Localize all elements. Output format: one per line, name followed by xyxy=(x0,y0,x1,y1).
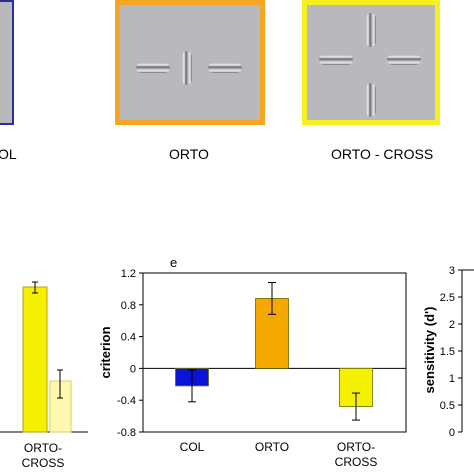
y-tick-label: -0.8 xyxy=(117,427,136,439)
y-tick-label: 1.5 xyxy=(440,346,455,358)
grating-patch xyxy=(366,13,376,47)
grating-patch xyxy=(182,51,192,85)
x-tick-label: ORTO xyxy=(255,440,289,454)
left-partial-chart: ORTO- CROSS xyxy=(0,281,88,470)
y-tick-label: 0.4 xyxy=(121,332,136,344)
x-tick-label: CROSS xyxy=(335,455,378,469)
y-tick-label: -0.4 xyxy=(117,395,136,407)
stimulus-label-col: OL xyxy=(0,146,17,162)
grating-patch xyxy=(387,55,421,65)
grating-patch xyxy=(319,55,353,65)
category-label: ORTO- xyxy=(24,441,62,455)
y-tick-label: 0.5 xyxy=(440,400,455,412)
grating-patch xyxy=(366,83,376,117)
stimulus-orto-cross xyxy=(302,0,440,125)
stimulus-col xyxy=(0,0,14,125)
y-tick-label: 0 xyxy=(449,427,455,439)
plot-frame xyxy=(142,272,407,433)
y-tick-label: 3 xyxy=(449,265,455,277)
x-tick-label: ORTO- xyxy=(337,440,375,454)
y-tick-label: 2.5 xyxy=(440,292,455,304)
stimulus-label-orto-cross: ORTO - CROSS xyxy=(331,146,434,162)
y-tick-label: 2 xyxy=(449,319,455,331)
y-tick-label: 1 xyxy=(449,373,455,385)
stimulus-orto xyxy=(115,0,265,125)
right-partial-chart: sensitivity (d') 3 2.5 2 1.5 1 0.5 0 xyxy=(422,265,474,439)
y-tick-label: 0 xyxy=(130,363,136,375)
category-label: CROSS xyxy=(22,456,65,470)
stimulus-label-orto: ORTO xyxy=(169,146,209,162)
x-tick-label: COL xyxy=(180,440,205,454)
y-tick-label: 1.2 xyxy=(121,268,136,280)
grating-patch xyxy=(136,63,170,73)
y-tick-label: 0.8 xyxy=(121,300,136,312)
panel-letter: e xyxy=(170,255,177,270)
grating-patch xyxy=(208,63,242,73)
y-axis-label: criterion xyxy=(98,326,113,378)
bar-orto-cross xyxy=(22,286,48,433)
y-axis-label: sensitivity (d') xyxy=(422,307,437,394)
